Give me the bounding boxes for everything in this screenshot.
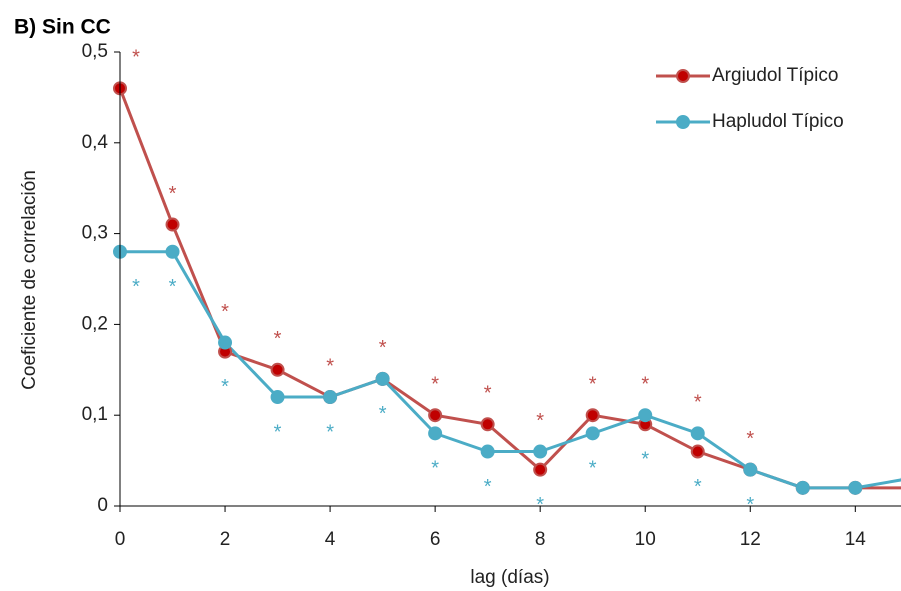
- data-point: [428, 426, 443, 441]
- significance-mark: *: [746, 494, 754, 516]
- data-point: [480, 444, 495, 459]
- y-tick-label: 0,5: [82, 41, 108, 62]
- data-point: [375, 371, 390, 386]
- significance-mark: *: [169, 276, 177, 298]
- significance-mark: *: [536, 410, 544, 432]
- x-tick-label: 14: [845, 529, 867, 550]
- significance-mark: *: [589, 458, 597, 480]
- significance-mark: *: [132, 276, 140, 298]
- data-point: [270, 390, 285, 405]
- x-tick-label: 6: [430, 529, 441, 550]
- legend-label: Argiudol Típico: [712, 65, 838, 86]
- significance-mark: *: [221, 376, 229, 398]
- data-point: [270, 362, 285, 377]
- significance-mark: *: [169, 183, 177, 205]
- y-tick-label: 0,1: [82, 404, 108, 425]
- legend-marker: [676, 115, 690, 129]
- x-tick-label: 0: [115, 529, 126, 550]
- significance-mark: *: [379, 337, 387, 359]
- significance-mark: *: [746, 428, 754, 450]
- significance-mark: *: [589, 373, 597, 395]
- significance-mark: *: [484, 476, 492, 498]
- data-point: [323, 390, 338, 405]
- x-tick-label: 10: [635, 529, 656, 550]
- plot-area: [113, 81, 901, 495]
- y-axis-label: Coeficiente de correlación: [19, 170, 40, 390]
- significance-mark: *: [431, 373, 439, 395]
- significance-mark: *: [484, 383, 492, 405]
- significance-mark: *: [694, 476, 702, 498]
- data-point: [585, 426, 600, 441]
- data-point: [585, 408, 600, 423]
- significance-mark: *: [326, 421, 334, 443]
- significance-mark: *: [274, 328, 282, 350]
- x-tick-label: 8: [535, 529, 546, 550]
- data-point: [690, 444, 705, 459]
- data-point: [690, 426, 705, 441]
- significance-mark: *: [641, 373, 649, 395]
- significance-mark: *: [326, 355, 334, 377]
- x-tick-label: 2: [220, 529, 231, 550]
- data-point: [795, 480, 810, 495]
- significance-mark: *: [274, 421, 282, 443]
- data-point: [480, 417, 495, 432]
- chart-title: B) Sin CC: [14, 16, 111, 39]
- legend-marker: [676, 69, 690, 83]
- data-point: [533, 462, 548, 477]
- data-point: [428, 408, 443, 423]
- data-point: [533, 444, 548, 459]
- y-tick-label: 0: [97, 495, 108, 516]
- y-tick-label: 0,4: [82, 132, 109, 153]
- y-tick-label: 0,2: [82, 313, 108, 334]
- significance-mark: *: [536, 494, 544, 516]
- significance-mark: *: [431, 458, 439, 480]
- x-axis-label: lag (días): [470, 567, 549, 588]
- x-tick-label: 12: [740, 529, 761, 550]
- legend-label: Hapludol Típico: [712, 111, 844, 132]
- significance-mark: *: [641, 449, 649, 471]
- significance-mark: *: [694, 392, 702, 414]
- series-line: [120, 250, 901, 490]
- y-tick-label: 0,3: [82, 223, 108, 244]
- data-point: [743, 462, 758, 477]
- data-point: [165, 217, 180, 232]
- x-tick-label: 4: [325, 529, 336, 550]
- significance-mark: *: [221, 301, 229, 323]
- data-point: [218, 335, 233, 350]
- data-point: [638, 408, 653, 423]
- series-line: [118, 87, 901, 490]
- data-point: [848, 480, 863, 495]
- data-point: [165, 244, 180, 259]
- significance-mark: *: [132, 47, 140, 69]
- significance-mark: *: [379, 403, 387, 425]
